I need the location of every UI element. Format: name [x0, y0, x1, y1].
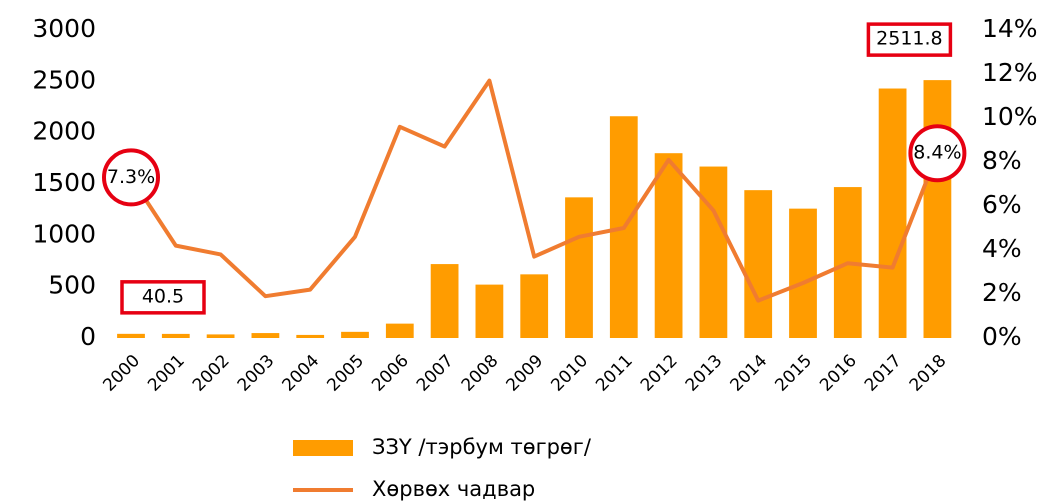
bar — [475, 284, 504, 338]
bar — [385, 323, 414, 338]
legend-swatch — [293, 440, 353, 456]
bar — [251, 333, 280, 338]
label-box — [866, 22, 953, 57]
y-tick-label: 500 — [48, 271, 96, 300]
bar — [430, 264, 459, 338]
data-label: 8.4% — [913, 142, 961, 164]
x-tick-label: 2002 — [189, 351, 234, 396]
x-tick-label: 2005 — [323, 351, 368, 396]
x-tick-label: 2016 — [816, 351, 861, 396]
bar — [520, 274, 549, 338]
y-tick-label: 0 — [80, 322, 96, 351]
bar — [923, 80, 952, 339]
y-tick-label: 1500 — [32, 168, 96, 197]
x-tick-label: 2013 — [682, 351, 727, 396]
y2-tick-label: 14% — [982, 14, 1038, 43]
y-tick-label: 3000 — [32, 14, 96, 43]
x-tick-label: 2018 — [906, 351, 951, 396]
label-circle — [102, 148, 160, 207]
y2-tick-label: 4% — [982, 234, 1022, 263]
legend-label: ЗЗҮ /тэрбум төгрөг/ — [372, 435, 592, 459]
label-box — [120, 280, 206, 315]
x-tick-label: 2006 — [368, 351, 413, 396]
x-tick-label: 2009 — [503, 351, 548, 396]
y-tick-label: 1000 — [32, 219, 96, 248]
bar — [654, 153, 683, 338]
y2-tick-label: 6% — [982, 190, 1022, 219]
bar — [789, 208, 817, 338]
bar — [565, 197, 593, 338]
bar — [878, 88, 907, 339]
bar — [744, 190, 773, 338]
line — [129, 78, 940, 303]
bar — [699, 166, 728, 338]
y-tick-label: 2000 — [32, 117, 96, 146]
y2-tick-label: 10% — [982, 102, 1038, 131]
x-tick-label: 2003 — [234, 351, 279, 396]
x-tick-label: 2014 — [727, 351, 772, 396]
data-label: 7.3% — [107, 166, 155, 188]
x-tick-label: 2000 — [99, 351, 144, 396]
bar — [161, 333, 190, 338]
x-tick-label: 2017 — [861, 351, 906, 396]
x-tick-label: 2015 — [771, 351, 816, 396]
y-tick-label: 2500 — [32, 65, 96, 94]
data-label: 2511.8 — [876, 28, 942, 50]
y2-tick-label: 2% — [982, 278, 1022, 307]
bar — [341, 331, 369, 338]
data-label: 40.5 — [142, 285, 184, 307]
x-tick-label: 2011 — [592, 351, 637, 396]
x-tick-label: 2008 — [458, 351, 503, 396]
y2-tick-label: 0% — [982, 322, 1022, 351]
x-tick-label: 2007 — [413, 351, 458, 396]
x-tick-label: 2010 — [547, 351, 592, 396]
bar — [206, 334, 235, 338]
label-circle — [908, 124, 967, 183]
x-tick-label: 2004 — [279, 351, 324, 396]
bar — [117, 333, 145, 338]
x-tick-label: 2012 — [637, 351, 682, 396]
bar — [296, 334, 325, 338]
x-tick-label: 2001 — [144, 351, 189, 396]
y2-tick-label: 8% — [982, 146, 1022, 175]
y2-tick-label: 12% — [982, 58, 1038, 87]
legend-label: Хөрвөх чадвар — [372, 477, 535, 501]
